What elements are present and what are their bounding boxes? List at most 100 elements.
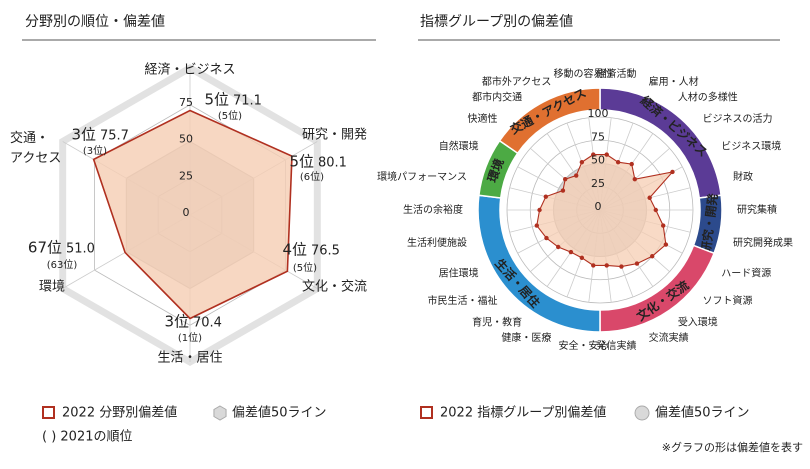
category-label: 財政 <box>733 170 753 183</box>
rank-label: 3位 <box>164 313 189 331</box>
r-tick-label: 50 <box>591 154 605 167</box>
legend-swatch <box>213 405 227 421</box>
data-point <box>568 249 574 255</box>
category-label: ソフト資源 <box>703 294 753 307</box>
data-point <box>579 159 585 165</box>
category-label: 生活・居住 <box>157 351 222 366</box>
prev-rank-label: (1位) <box>178 331 202 344</box>
data-point <box>537 207 542 213</box>
group-label: 研究・開発 <box>698 192 720 254</box>
value-label: 75.7 <box>100 129 129 144</box>
category-label: 都市内交通 <box>472 90 522 103</box>
group-label: 生活・居住 <box>492 256 543 311</box>
legend-swatch <box>42 406 55 419</box>
data-point <box>579 255 585 261</box>
category-label: 受入環境 <box>678 316 718 329</box>
data-point <box>574 173 579 178</box>
category-label: ビジネスの活力 <box>703 112 773 125</box>
note: ( ) 2021の順位 <box>42 430 133 445</box>
legend-swatch <box>420 406 433 419</box>
category-label: 発信実績 <box>597 339 637 352</box>
category-label: 交通・アクセス <box>10 130 61 166</box>
category-label: 居住環境 <box>439 267 479 280</box>
data-point <box>634 261 640 266</box>
data-point <box>591 152 596 157</box>
data-point <box>653 207 658 213</box>
rank-label: 5位 <box>289 153 314 171</box>
data-point <box>615 159 621 165</box>
footnote: ※グラフの形は偏差値を表す <box>662 440 803 454</box>
value-label: 71.1 <box>233 94 262 109</box>
data-point <box>663 242 669 247</box>
r-tick-label: 25 <box>179 169 193 182</box>
category-label: 文化・交流 <box>302 279 367 295</box>
category-label: ハード資源 <box>721 267 771 280</box>
prev-rank-label: (3位) <box>83 144 107 157</box>
category-label: 人材の多様性 <box>678 90 738 103</box>
category-label: 環境パフォーマンス <box>377 170 467 183</box>
data-point <box>543 194 549 199</box>
rank-label: 4位 <box>282 241 307 259</box>
r-tick-label: 75 <box>591 130 605 143</box>
r-tick-label: 75 <box>179 96 193 109</box>
chart-title: 分野別の順位・偏差値 <box>25 14 165 30</box>
data-point <box>629 161 634 167</box>
legend-label: 2022 分野別偏差値 <box>62 405 177 421</box>
category-label: 生活利便施設 <box>407 236 467 249</box>
data-point <box>544 235 549 241</box>
category-label: 研究・開発 <box>302 128 367 143</box>
prev-rank-label: (6位) <box>300 170 324 183</box>
category-label: 生活の余裕度 <box>403 203 463 216</box>
rank-label: 67位 <box>28 239 62 257</box>
value-label: 76.5 <box>311 244 340 259</box>
legend-label: 偏差値50ライン <box>232 405 327 421</box>
data-point <box>619 264 624 269</box>
data-point <box>591 263 596 268</box>
data-point <box>560 188 566 193</box>
prev-rank-label: (5位) <box>293 261 317 274</box>
data-point <box>534 223 539 228</box>
value-label: 51.0 <box>66 242 95 257</box>
series-area <box>92 109 293 320</box>
data-point <box>604 152 609 157</box>
data-point <box>670 169 675 175</box>
value-label: 80.1 <box>318 156 347 171</box>
legend-swatch <box>634 405 650 421</box>
data-point <box>650 254 655 259</box>
category-label: 環境 <box>39 280 65 295</box>
series-area <box>536 154 674 268</box>
data-point <box>661 223 666 228</box>
category-label: 雇用・人材 <box>649 75 699 88</box>
category-label: 移動の容易性 <box>553 67 613 80</box>
legend-label: 偏差値50ライン <box>655 405 750 421</box>
category-label: 都市外アクセス <box>482 75 552 88</box>
r-tick-label: 100 <box>588 107 609 120</box>
prev-rank-label: (5位) <box>218 109 242 122</box>
category-label: 健康・医療 <box>501 331 551 344</box>
category-label: 快適性 <box>467 112 497 125</box>
data-point <box>632 176 638 182</box>
category-label: 自然環境 <box>439 139 479 152</box>
data-point <box>647 195 652 200</box>
rank-label: 5位 <box>204 91 229 109</box>
category-label: 研究集積 <box>737 203 777 216</box>
category-label: 安全・安心 <box>558 339 608 352</box>
r-tick-label: 0 <box>595 200 602 213</box>
category-label: 育児・教育 <box>472 316 522 329</box>
category-label: ビジネス環境 <box>721 139 781 152</box>
r-tick-label: 0 <box>183 206 190 219</box>
category-label: 経済活動 <box>597 67 637 80</box>
category-label: 市民生活・福祉 <box>427 294 497 307</box>
category-label: 交流実績 <box>649 331 689 344</box>
rank-label: 3位 <box>71 126 96 144</box>
r-tick-label: 25 <box>591 177 605 190</box>
data-point <box>604 263 609 268</box>
chart-title: 指標グループ別の偏差値 <box>420 14 573 30</box>
value-label: 70.4 <box>193 316 222 331</box>
group-band <box>498 87 601 155</box>
category-label: 経済・ビジネス <box>144 62 235 78</box>
prev-rank-label: (63位) <box>47 258 78 271</box>
legend-label: 2022 指標グループ別偏差値 <box>440 405 606 421</box>
data-point <box>562 176 568 182</box>
